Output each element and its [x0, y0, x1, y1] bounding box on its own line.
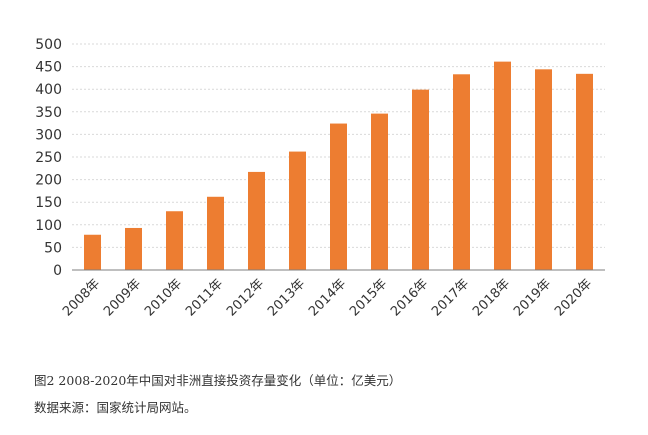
x-tick-label: 2008年 — [60, 276, 103, 319]
gridlines — [72, 43, 605, 248]
bar-2018年 — [494, 61, 511, 271]
y-tick-label: 0 — [53, 263, 62, 279]
bar-2011年 — [207, 196, 224, 270]
bar-2019年 — [535, 69, 552, 270]
y-tick-label: 500 — [35, 37, 62, 53]
y-tick-label: 50 — [44, 240, 62, 256]
bars — [84, 61, 593, 271]
y-tick-label: 150 — [35, 195, 62, 211]
bar-2013年 — [289, 151, 306, 270]
x-tick-label: 2012年 — [224, 276, 267, 319]
bar-2014年 — [330, 123, 347, 270]
y-tick-label: 200 — [35, 173, 62, 189]
y-axis-ticks: 0 50 100 150 200 250 300 350 400 450 500 — [35, 37, 62, 279]
y-tick-label: 350 — [35, 105, 62, 121]
y-tick-label: 450 — [35, 60, 62, 76]
x-tick-label: 2016年 — [388, 276, 431, 319]
x-tick-label: 2018年 — [470, 276, 513, 319]
y-tick-label: 250 — [35, 150, 62, 166]
x-tick-label: 2010年 — [142, 276, 185, 319]
x-tick-label: 2020年 — [552, 276, 595, 319]
x-tick-label: 2011年 — [183, 276, 226, 319]
bar-2016年 — [412, 89, 429, 270]
x-tick-label: 2013年 — [265, 276, 308, 319]
x-tick-label: 2009年 — [101, 276, 144, 319]
figure-caption: 图2 2008-2020年中国对非洲直接投资存量变化（单位：亿美元） — [34, 373, 402, 388]
data-source-note: 数据来源：国家统计局网站。 — [34, 400, 197, 415]
bar-2008年 — [84, 234, 101, 270]
y-tick-label: 400 — [35, 82, 62, 98]
bar-2010年 — [166, 211, 183, 270]
x-axis-ticks: 2008年2009年2010年2011年2012年2013年2014年2015年… — [60, 276, 595, 319]
bar-2009年 — [125, 227, 142, 270]
bar-2012年 — [248, 171, 265, 270]
x-tick-label: 2017年 — [429, 276, 472, 319]
bar-2020年 — [576, 73, 593, 270]
bar-2017年 — [453, 74, 470, 270]
x-tick-label: 2014年 — [306, 276, 349, 319]
y-tick-label: 100 — [35, 218, 62, 234]
x-tick-label: 2019年 — [511, 276, 554, 319]
bar-2015年 — [371, 113, 388, 270]
y-tick-label: 300 — [35, 127, 62, 143]
bar-chart: 0 50 100 150 200 250 300 350 400 450 500 2008年2009… — [35, 37, 605, 319]
x-tick-label: 2015年 — [347, 276, 390, 319]
